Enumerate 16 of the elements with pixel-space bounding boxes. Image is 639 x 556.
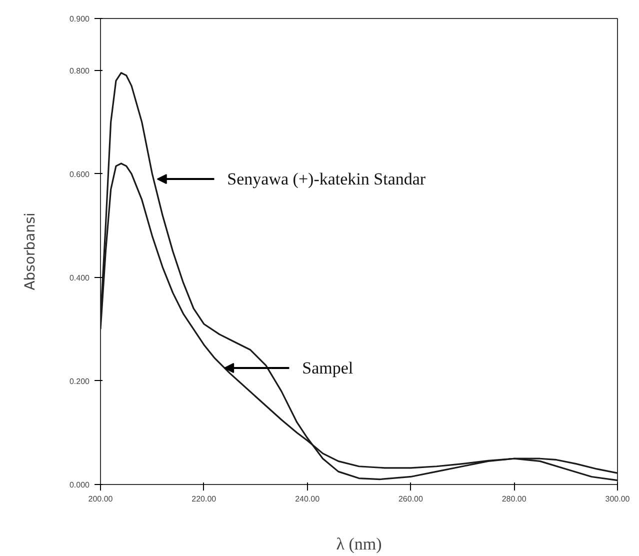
- y-tick-label: 0.200: [69, 376, 90, 386]
- x-tick-label: 300.00: [605, 494, 630, 504]
- annotation: Senyawa (+)-katekin Standar: [227, 170, 426, 189]
- y-axis-title: Absorbansi: [22, 212, 38, 290]
- y-tick-label: 0.000: [69, 480, 90, 490]
- x-tick-label: 260.00: [398, 494, 424, 504]
- y-tick-label: 0.400: [69, 273, 90, 282]
- x-tick-label: 280.00: [502, 494, 527, 504]
- x-axis-title: λ (nm): [336, 534, 382, 554]
- x-tick-label: 200.00: [88, 494, 114, 504]
- y-tick-label: 0.900: [69, 14, 90, 24]
- x-tick-label: 240.00: [295, 494, 320, 504]
- y-tick-label: 0.600: [69, 170, 90, 179]
- x-tick-label: 220.00: [192, 494, 217, 504]
- annotation: Sampel: [302, 358, 354, 378]
- y-tick-label: 0.800: [69, 66, 90, 76]
